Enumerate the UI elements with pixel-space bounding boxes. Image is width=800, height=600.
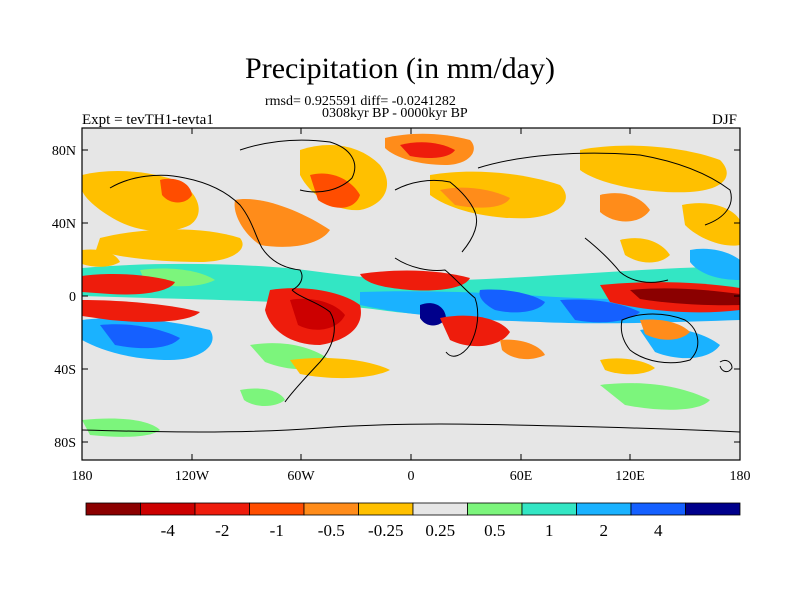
lon-tick-label: 0 xyxy=(408,469,415,484)
colorbar-label: 4 xyxy=(654,521,663,540)
lon-tick-label: 60W xyxy=(287,469,315,484)
colorbar-swatch xyxy=(194,502,250,516)
colorbar-swatch xyxy=(685,502,741,516)
lat-tick-label: 40S xyxy=(54,363,76,378)
colorbar-label: 0.5 xyxy=(484,521,505,540)
lon-tick-label: 120W xyxy=(175,469,210,484)
lon-tick-label: 120E xyxy=(615,469,645,484)
colorbar-swatch xyxy=(303,502,359,516)
colorbar-labels: -4 -2 -1 -0.5 -0.25 0.25 0.5 1 2 4 xyxy=(161,521,663,540)
lon-tick-label: 180 xyxy=(72,469,93,484)
colorbar-label: -0.25 xyxy=(368,521,403,540)
lon-tick-marks xyxy=(81,128,741,460)
colorbar-label: -4 xyxy=(161,521,176,540)
colorbar-label: -0.5 xyxy=(318,521,345,540)
map-title: Precipitation (in mm/day) xyxy=(245,52,555,85)
colorbar-label: -1 xyxy=(270,521,284,540)
colorbar-swatch xyxy=(85,502,141,516)
lat-tick-label: 80N xyxy=(52,144,76,159)
stats-line: rmsd= 0.925591 diff= -0.0241282 xyxy=(265,94,456,109)
colorbar-swatch xyxy=(521,502,577,516)
lat-tick-marks xyxy=(82,149,740,443)
colorbar-swatch xyxy=(630,502,686,516)
colorbar-label: 0.25 xyxy=(425,521,455,540)
lat-tick-label: 0 xyxy=(69,290,76,305)
lon-tick-label: 180 xyxy=(730,469,751,484)
lon-tick-label: 60E xyxy=(510,469,533,484)
colorbar-label: 2 xyxy=(600,521,609,540)
colorbar-swatch xyxy=(358,502,414,516)
lat-tick-label: 40N xyxy=(52,217,76,232)
lat-tick-label: 80S xyxy=(54,436,76,451)
colorbar-swatch xyxy=(249,502,305,516)
coastlines xyxy=(82,139,740,433)
colorbar-label: 1 xyxy=(545,521,554,540)
experiment-label: Expt = tevTH1-tevta1 xyxy=(82,112,214,128)
colorbar-swatch xyxy=(140,502,196,516)
season-label: DJF xyxy=(712,112,738,128)
precip-anomaly-field xyxy=(82,133,740,437)
period-line: 0308kyr BP - 0000kyr BP xyxy=(322,106,468,121)
colorbar-swatch xyxy=(412,502,468,516)
colorbar-swatch xyxy=(467,502,523,516)
colorbar-swatch xyxy=(576,502,632,516)
colorbar xyxy=(85,502,741,516)
colorbar-label: -2 xyxy=(215,521,229,540)
